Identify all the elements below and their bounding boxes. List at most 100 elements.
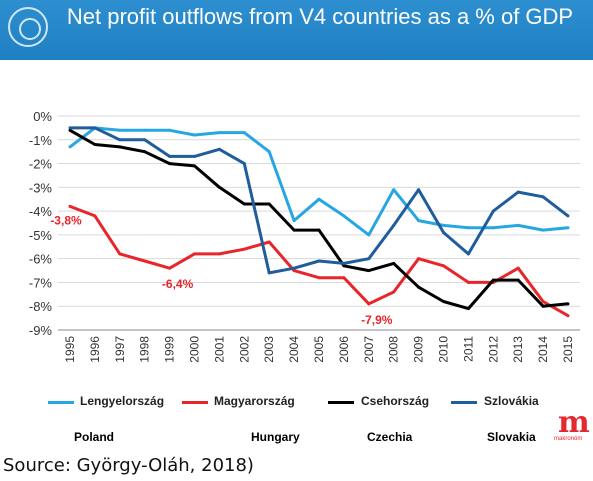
data-point: [417, 188, 421, 192]
country-label-poland: Poland: [74, 430, 115, 444]
data-label: -6,4%: [162, 277, 194, 291]
data-point: [541, 304, 545, 308]
data-point: [392, 188, 396, 192]
x-tick-label: 2011: [461, 336, 475, 362]
data-point: [193, 133, 196, 137]
data-point: [491, 226, 495, 230]
x-tick-label: 2003: [262, 336, 276, 363]
x-tick-label: 2013: [511, 336, 525, 363]
data-point: [466, 226, 470, 230]
x-tick-label: 2008: [387, 336, 401, 363]
data-point: [242, 162, 246, 166]
legend-swatch-csehorszag: [328, 401, 354, 404]
x-tick-label: 2006: [337, 336, 351, 363]
y-tick-label: -3%: [29, 180, 53, 195]
data-point: [93, 126, 97, 130]
data-point: [143, 259, 147, 263]
data-point: [217, 131, 221, 135]
makronom-logo: m: [558, 405, 590, 440]
data-point: [193, 252, 196, 256]
x-tick-label: 2005: [312, 336, 326, 363]
data-point: [68, 204, 72, 208]
data-point: [442, 299, 445, 303]
data-point: [516, 190, 520, 194]
data-point: [193, 154, 196, 158]
data-point: [217, 185, 221, 189]
x-tick-label: 2012: [486, 336, 500, 363]
data-point: [491, 278, 495, 282]
data-point: [68, 128, 72, 132]
data-point: [392, 290, 396, 294]
data-point: [417, 219, 421, 223]
x-tick-label: 1999: [163, 336, 177, 363]
data-point: [442, 231, 445, 235]
emblem-icon: [8, 7, 48, 47]
data-point: [566, 214, 570, 218]
series-line-1: [69, 126, 569, 237]
data-point: [466, 252, 470, 256]
data-point: [118, 138, 122, 142]
data-point: [168, 266, 172, 270]
x-tick-label: 1998: [138, 336, 152, 363]
data-point: [143, 138, 147, 142]
data-point: [317, 228, 321, 232]
data-point: [68, 145, 72, 149]
x-tick-label: 2000: [188, 336, 202, 363]
data-point: [342, 261, 346, 265]
data-point: [516, 223, 520, 227]
chart-area: [0, 60, 593, 452]
data-point: [143, 150, 147, 154]
x-tick-label: 2007: [362, 336, 376, 363]
data-point: [93, 143, 97, 147]
data-point: [118, 128, 122, 132]
data-point: [367, 257, 371, 261]
x-tick-label: 2010: [437, 336, 451, 363]
data-point: [392, 261, 396, 265]
legend-label-csehorszag: Csehország: [361, 394, 430, 408]
data-point: [317, 276, 321, 280]
data-point: [242, 202, 246, 206]
data-point: [217, 252, 221, 256]
x-tick-label: 1997: [113, 336, 127, 363]
data-point: [292, 219, 296, 223]
data-point: [541, 299, 545, 303]
country-label-czechia: Czechia: [367, 430, 413, 444]
data-point: [118, 252, 122, 256]
data-point: [516, 278, 520, 282]
data-point: [491, 209, 495, 213]
x-tick-label: 1996: [88, 336, 102, 363]
data-point: [168, 128, 172, 132]
data-point: [242, 131, 246, 135]
data-point: [342, 264, 346, 268]
y-tick-label: 0%: [33, 109, 52, 124]
data-point: [118, 145, 122, 149]
data-point: [442, 264, 445, 268]
x-tick-label: 2015: [561, 336, 575, 363]
data-point: [541, 228, 545, 232]
data-point: [267, 240, 271, 244]
y-tick-label: -1%: [29, 133, 53, 148]
data-point: [217, 147, 221, 151]
makronom-logo-text: makronóm: [554, 436, 583, 442]
data-point: [317, 197, 321, 201]
y-tick-label: -6%: [29, 252, 53, 267]
data-point: [292, 266, 296, 270]
legend-swatch-szlovakia: [451, 401, 477, 404]
data-point: [267, 150, 271, 154]
data-point: [566, 314, 570, 318]
series-line-3: [69, 128, 569, 311]
data-point: [93, 214, 97, 218]
legend-label-lengyelorszag: Lengyelország: [80, 394, 165, 408]
data-label: -3,8%: [50, 213, 82, 227]
data-point: [143, 128, 147, 132]
data-point: [367, 302, 371, 306]
data-point: [442, 223, 445, 227]
data-point: [367, 233, 371, 237]
legend-swatch-lengyelorszag: [48, 401, 74, 404]
data-point: [168, 154, 172, 158]
data-label: -7,9%: [361, 313, 393, 327]
y-tick-label: -8%: [29, 299, 53, 314]
x-tick-label: 2004: [287, 336, 301, 363]
title-banner: Net profit outflows from V4 countries as…: [0, 0, 593, 60]
data-point: [342, 214, 346, 218]
